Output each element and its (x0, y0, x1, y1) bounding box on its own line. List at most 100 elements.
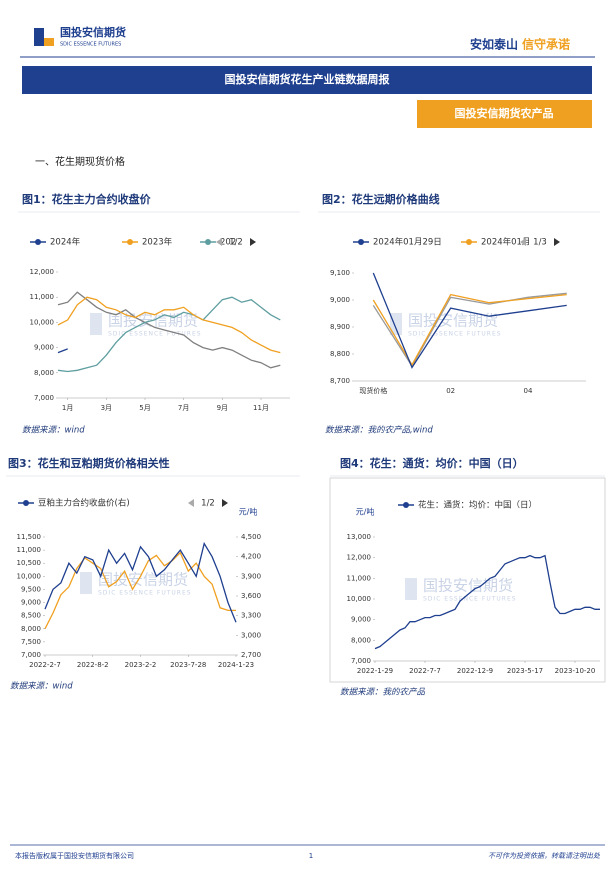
series-line (57, 296, 281, 373)
y-tick-label: 8,700 (330, 377, 350, 385)
x-tick-label: 2023-5-17 (507, 667, 543, 675)
legend-label: 豆粕主力合约收盘价(右) (38, 498, 130, 509)
y-tick-label: 12,000 (30, 268, 55, 276)
legend-swatch (358, 239, 364, 245)
y-tick-label: 10,000 (347, 595, 372, 603)
source: 数据来源：我的农产品,wind (325, 425, 433, 436)
legend-label: 2024年01月 (481, 237, 530, 248)
legend-swatch (466, 239, 472, 245)
pager-next (250, 238, 256, 246)
y-tick-label: 7,000 (21, 651, 41, 659)
panel-title: 图3：花生和豆粕期货价格相关性 (8, 456, 170, 470)
x-tick-label: 3月 (101, 404, 112, 412)
series-line (57, 348, 68, 354)
source: 数据来源：我的农产品 (340, 687, 426, 698)
source: 数据来源：wind (22, 425, 85, 436)
x-tick-label: 1月 (62, 404, 73, 412)
y-tick-label: 8,800 (330, 350, 350, 358)
footer-right: 不可作为投资依据，转载请注明出处 (488, 852, 601, 860)
y2-tick-label: 3,000 (241, 631, 261, 639)
y2-tick-label: 3,900 (241, 572, 261, 580)
legend-swatch (205, 239, 211, 245)
watermark-sub: SDIC ESSENCE FUTURES (108, 331, 202, 338)
y-tick-label: 9,500 (21, 585, 41, 593)
legend-label: 202 (220, 238, 236, 248)
x-tick-label: 7月 (178, 404, 189, 412)
x-tick-label: 02 (446, 387, 455, 395)
source: 数据来源：wind (10, 681, 73, 692)
y-tick-label: 8,900 (330, 323, 350, 331)
legend-label: 2024年 (50, 237, 81, 248)
x-tick-label: 2022-8-2 (77, 661, 109, 669)
footer-left: 本报告版权属于国投安信期货有限公司 (15, 851, 134, 860)
logo-icon (44, 38, 54, 46)
y-tick-label: 13,000 (347, 533, 372, 541)
series-line (372, 272, 567, 369)
legend-label: 2023年 (142, 237, 173, 248)
pager-prev (216, 238, 222, 246)
slogan: 信守承诺 (522, 37, 570, 52)
series-line (374, 554, 600, 650)
y-tick-label: 7,500 (21, 638, 41, 646)
pager: 1/2 (229, 238, 243, 248)
y2-tick-label: 4,200 (241, 553, 261, 561)
x-tick-label: 5月 (139, 404, 150, 412)
watermark-icon (390, 313, 402, 335)
y-tick-label: 8,000 (351, 636, 371, 644)
series-line (372, 293, 567, 367)
page-number: 1 (309, 852, 313, 860)
series-line (57, 291, 281, 369)
x-tick-label: 2023-2-2 (125, 661, 157, 669)
watermark: 国投安信期货 (98, 571, 188, 589)
series-line (44, 551, 236, 630)
y-tick-label: 9,000 (330, 296, 350, 304)
y-tick-label: 8,000 (21, 625, 41, 633)
x-tick-label: 2023-7-28 (170, 661, 206, 669)
y-tick-label: 7,000 (34, 394, 54, 402)
watermark: 国投安信期货 (423, 577, 513, 595)
x-tick-label: 2022-1-29 (357, 667, 393, 675)
chart-frame (329, 477, 606, 683)
y-tick-label: 11,500 (17, 533, 42, 541)
y-tick-label: 11,000 (347, 574, 372, 582)
y2-tick-label: 4,500 (241, 533, 261, 541)
x-tick-label: 2022-2-7 (29, 661, 61, 669)
y2-tick-label: 3,600 (241, 592, 261, 600)
series-line (44, 541, 237, 623)
watermark-sub: SDIC ESSENCE FUTURES (423, 596, 517, 603)
y-tick-label: 10,000 (17, 572, 42, 580)
y2-tick-label: 3,300 (241, 612, 261, 620)
panel-title: 图4：花生：通货：均价：中国（日） (340, 456, 524, 470)
y-tick-label: 10,500 (17, 559, 42, 567)
legend-label: 花生：通货：均价：中国（日） (418, 500, 537, 511)
y-tick-label: 12,000 (347, 554, 372, 562)
y-tick-label: 9,000 (351, 616, 371, 624)
x-tick-label: 04 (524, 387, 533, 395)
watermark-sub: SDIC ESSENCE FUTURES (98, 590, 192, 597)
logo-text: 国投安信期货 (60, 25, 126, 39)
logo-sub: SDIC ESSENCE FUTURES (60, 42, 121, 48)
x-tick-label: 2022-12-9 (457, 667, 493, 675)
x-tick-label: 2023-10-20 (555, 667, 596, 675)
y-tick-label: 11,000 (30, 293, 55, 301)
x-tick-label: 11月 (253, 404, 269, 412)
slogan: 安如泰山 (470, 37, 518, 52)
section-title: 一、花生期现货价格 (35, 155, 125, 168)
watermark-icon (80, 572, 92, 594)
y-tick-label: 9,000 (21, 599, 41, 607)
y-tick-label: 11,000 (17, 546, 42, 554)
watermark: 国投安信期货 (408, 312, 498, 330)
x-tick-label: 2024-1-23 (218, 661, 254, 669)
x-tick-label: 9月 (217, 404, 228, 412)
legend-swatch (127, 239, 133, 245)
unit: 元/吨 (356, 507, 375, 517)
legend-swatch (403, 502, 409, 508)
banner (22, 66, 592, 94)
y-tick-label: 9,100 (330, 269, 350, 277)
watermark-icon (90, 313, 102, 335)
pager-next (222, 499, 228, 507)
pager-prev (520, 238, 526, 246)
sub-banner (417, 100, 592, 128)
y-tick-label: 9,000 (34, 344, 54, 352)
x-tick-label: 现货价格 (359, 386, 387, 395)
